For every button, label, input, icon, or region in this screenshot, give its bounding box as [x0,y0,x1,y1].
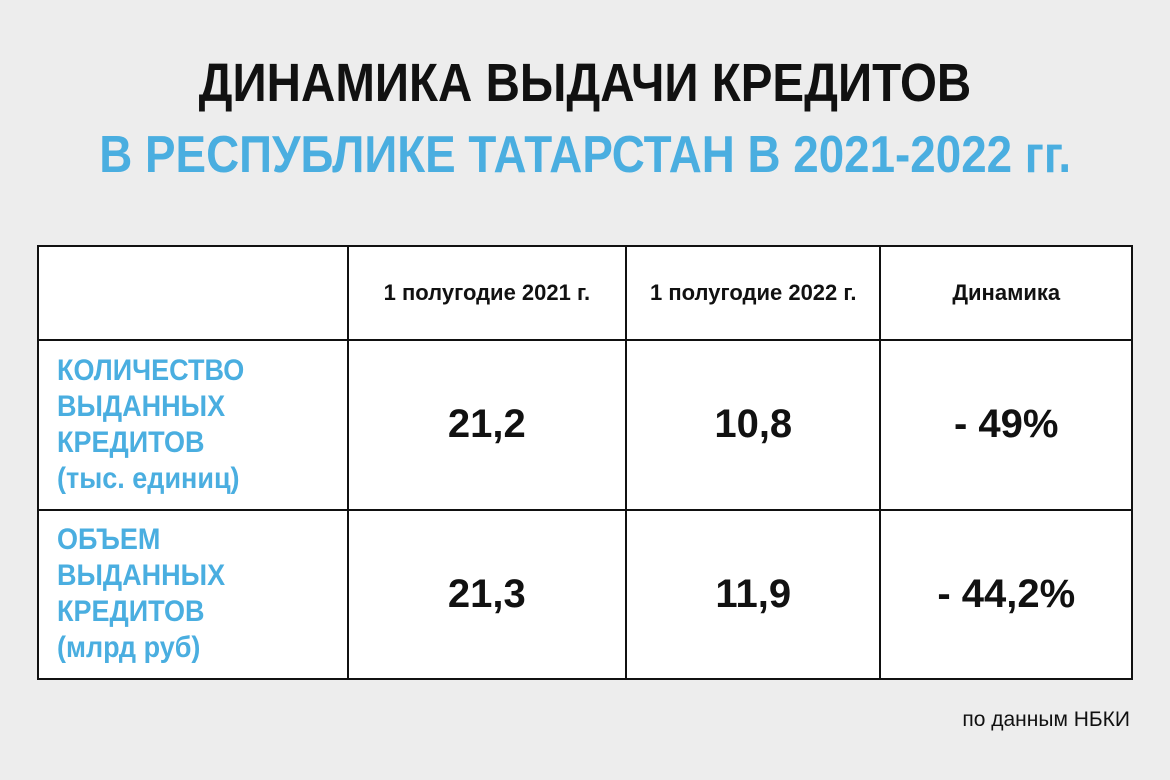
title: ДИНАМИКА ВЫДАЧИ КРЕДИТОВ [0,52,1170,114]
row-label-line: ВЫДАННЫХ [57,389,226,423]
title-line: ДИНАМИКА ВЫДАЧИ КРЕДИТОВ [198,53,972,113]
data-row: КОЛИЧЕСТВО ВЫДАННЫХ КРЕДИТОВ (тыс. единиц) 2… [37,339,1133,511]
column-header: 1 полугодие 2022 г. [625,245,882,341]
column-header: Динамика [879,245,1133,341]
row-label-line: (млрд руб) [57,631,201,665]
subtitle: В РЕСПУБЛИКЕ ТАТАРСТАН В 2021-2022 гг. [0,125,1170,185]
value-cell: - 44,2% [879,508,1133,680]
table-body: 1 полугодие 2021 г. 1 полугодие 2022 г. Ди… [37,245,1133,680]
value-cell: 21,3 [346,508,628,680]
title-line: В РЕСПУБЛИКЕ ТАТАРСТАН В 2021-2022 гг. [99,126,1071,184]
value-cell: - 49% [879,339,1133,511]
value-cell: 11,9 [625,508,882,680]
column-header: 1 полугодие 2021 г. [346,245,628,341]
row-label-line: ОБЪЕМ [57,523,161,557]
row-label: КОЛИЧЕСТВО ВЫДАННЫХ КРЕДИТОВ (тыс. единиц) [37,339,349,511]
row-label: ОБЪЕМ ВЫДАННЫХ КРЕДИТОВ (млрд руб) [37,508,349,680]
row-label-line: ВЫДАННЫХ [57,559,226,593]
row-label-line: (тыс. единиц) [57,461,240,495]
value-cell: 21,2 [346,339,628,511]
data-table: 1 полугодие 2021 г. 1 полугодие 2022 г. Ди… [37,245,1133,680]
corner-cell [37,245,349,341]
value-cell: 10,8 [625,339,882,511]
row-label-line: КРЕДИТОВ [57,425,205,459]
row-label-line: КОЛИЧЕСТВО [57,353,245,387]
data-row: ОБЪЕМ ВЫДАННЫХ КРЕДИТОВ (млрд руб) 21,3 11,9-… [37,508,1133,680]
row-label-line: КРЕДИТОВ [57,595,205,629]
source-note: по данным НБКИ [962,708,1130,731]
header-row: 1 полугодие 2021 г. 1 полугодие 2022 г. Ди… [37,245,1133,341]
